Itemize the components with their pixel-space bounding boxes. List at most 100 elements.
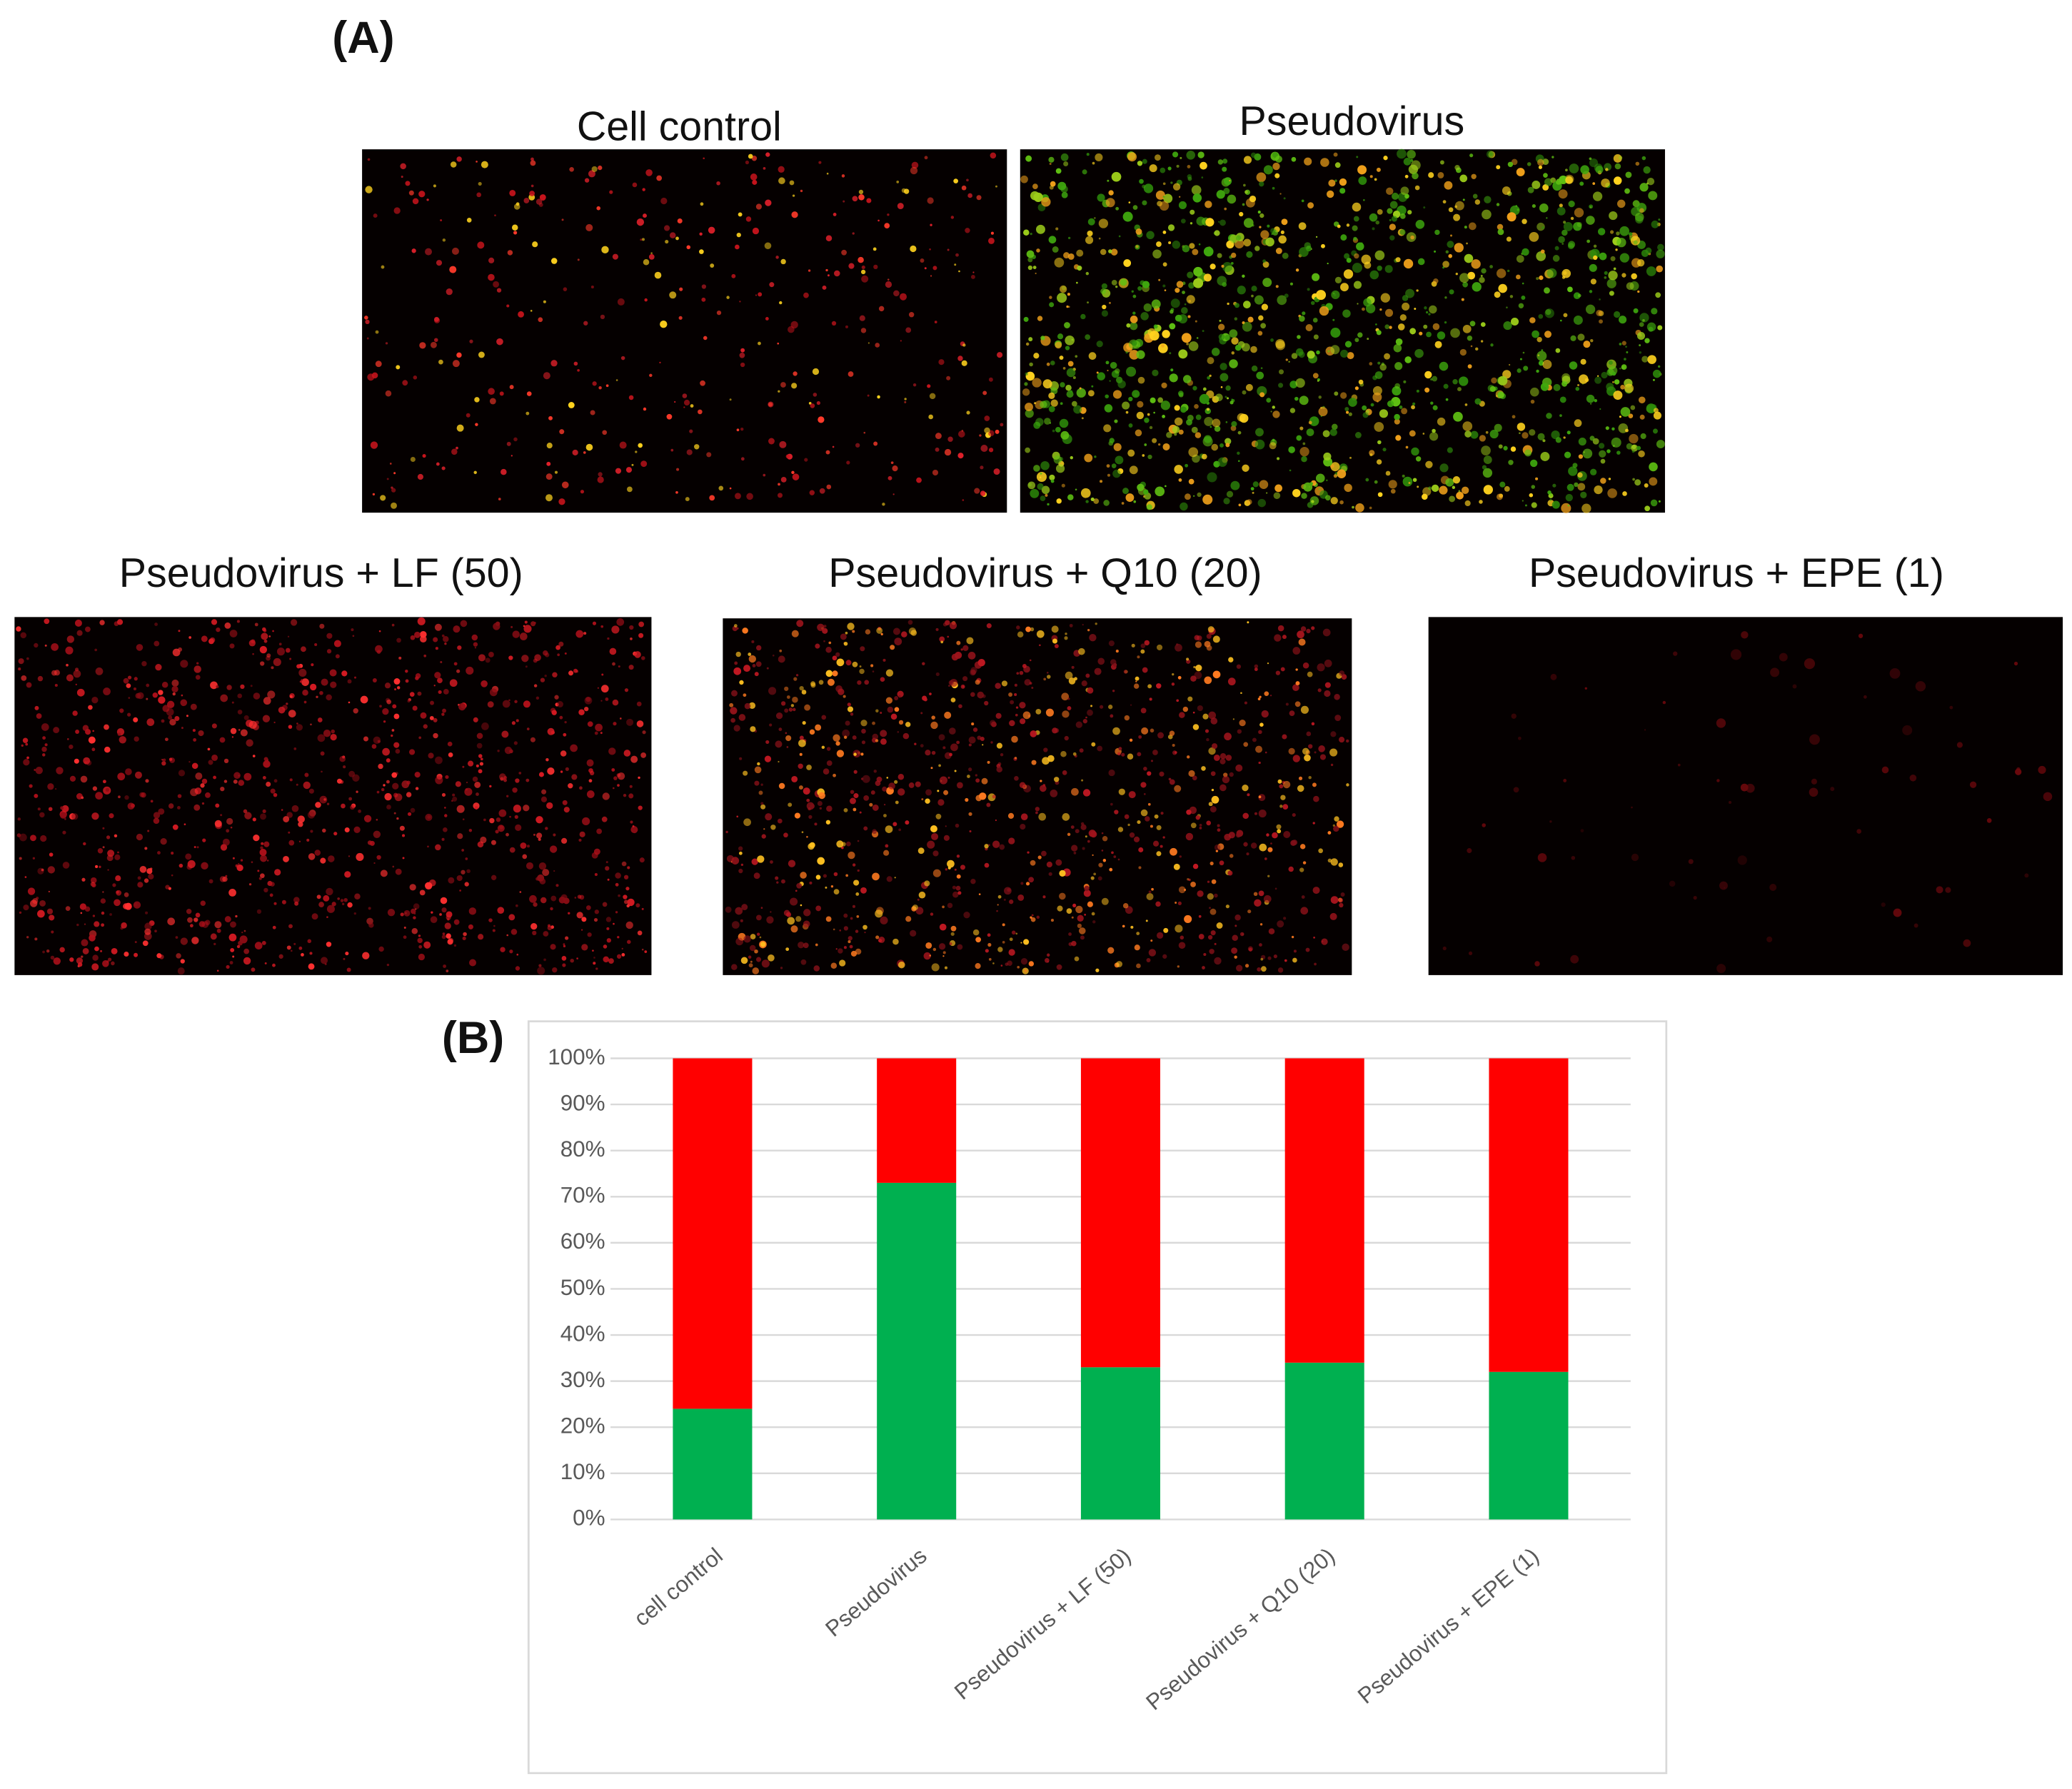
cell-dot bbox=[1079, 748, 1084, 753]
cell-dot bbox=[1217, 159, 1224, 165]
cell-dot bbox=[953, 178, 958, 183]
cell-dot bbox=[1288, 866, 1294, 872]
cell-dot bbox=[1646, 266, 1656, 276]
cell-dot bbox=[1716, 964, 1726, 974]
cell-dot bbox=[351, 628, 354, 632]
cell-dot bbox=[848, 851, 855, 860]
cell-dot bbox=[686, 449, 693, 455]
cell-dot bbox=[1471, 259, 1481, 269]
cell-dot bbox=[1257, 331, 1263, 336]
cell-dot bbox=[1561, 229, 1568, 236]
cell-dot bbox=[248, 883, 252, 886]
cell-dot bbox=[1195, 664, 1202, 672]
cell-dot bbox=[1092, 161, 1095, 165]
cell-dot bbox=[185, 853, 192, 860]
cell-dot bbox=[1580, 165, 1589, 174]
cell-dot bbox=[150, 800, 154, 803]
cell-dot bbox=[116, 890, 122, 896]
cell-dot bbox=[530, 922, 538, 930]
cell-dot bbox=[1339, 902, 1344, 908]
cell-dot bbox=[1362, 405, 1367, 410]
cell-dot bbox=[643, 407, 647, 411]
cell-dot bbox=[178, 863, 183, 868]
cell-dot bbox=[1100, 248, 1107, 256]
cell-dot bbox=[1387, 400, 1394, 408]
cell-dot bbox=[481, 722, 489, 730]
cell-dot bbox=[880, 677, 885, 682]
cell-dot bbox=[859, 315, 865, 321]
cell-dot bbox=[399, 825, 405, 831]
cell-dot bbox=[550, 360, 558, 367]
cell-dot bbox=[393, 812, 396, 815]
cell-dot bbox=[1162, 443, 1170, 450]
cell-dot bbox=[153, 812, 161, 819]
cell-dot bbox=[1741, 631, 1749, 639]
cell-dot bbox=[243, 715, 249, 720]
cell-dot bbox=[434, 672, 441, 679]
cell-dot bbox=[83, 757, 91, 765]
cell-dot bbox=[965, 797, 969, 802]
cell-dot bbox=[1608, 271, 1618, 281]
cell-dot bbox=[925, 789, 932, 796]
cell-dot bbox=[796, 620, 804, 628]
cell-dot bbox=[730, 707, 738, 715]
cell-dot bbox=[1186, 342, 1189, 346]
cell-dot bbox=[1611, 371, 1616, 376]
cell-dot bbox=[1225, 421, 1228, 423]
cell-dot bbox=[785, 947, 790, 952]
cell-dot bbox=[587, 932, 592, 937]
cell-dot bbox=[788, 860, 796, 867]
cell-dot bbox=[979, 792, 987, 800]
cell-dot bbox=[278, 706, 286, 714]
cell-dot bbox=[613, 722, 617, 726]
cell-dot bbox=[764, 242, 772, 250]
cell-dot bbox=[95, 865, 99, 868]
cell-dot bbox=[585, 697, 591, 702]
cell-dot bbox=[853, 807, 857, 812]
cell-dot bbox=[407, 700, 411, 703]
cell-dot bbox=[158, 690, 164, 695]
cell-dot bbox=[316, 894, 321, 899]
cell-dot bbox=[987, 760, 990, 764]
cell-dot bbox=[835, 948, 838, 950]
cell-dot bbox=[1653, 411, 1661, 420]
cell-dot bbox=[92, 914, 96, 917]
cell-dot bbox=[462, 765, 465, 768]
cell-dot bbox=[1432, 405, 1438, 410]
cell-dot bbox=[1067, 494, 1074, 500]
cell-dot bbox=[392, 704, 397, 709]
cell-dot bbox=[995, 819, 997, 822]
cell-dot bbox=[34, 705, 39, 710]
cell-dot bbox=[1394, 362, 1403, 371]
cell-dot bbox=[1471, 173, 1477, 179]
cell-dot bbox=[852, 863, 856, 867]
cell-dot bbox=[1244, 190, 1248, 194]
cell-dot bbox=[590, 285, 594, 289]
cell-dot bbox=[1088, 830, 1097, 837]
cell-dot bbox=[1219, 752, 1227, 760]
cell-dot bbox=[1482, 209, 1492, 220]
cell-dot bbox=[1590, 248, 1600, 259]
cell-dot bbox=[1065, 335, 1075, 346]
cell-dot bbox=[1448, 253, 1452, 258]
cell-dot bbox=[1076, 249, 1084, 257]
cell-dot bbox=[675, 490, 678, 494]
cell-dot bbox=[763, 166, 766, 170]
cell-dot bbox=[1055, 227, 1059, 231]
cell-dot bbox=[441, 907, 447, 913]
cell-dot bbox=[1259, 226, 1262, 228]
cell-dot bbox=[1150, 728, 1155, 733]
cell-dot bbox=[1144, 443, 1147, 446]
cell-dot bbox=[1530, 459, 1538, 468]
cell-dot bbox=[1577, 293, 1581, 298]
cell-dot bbox=[1072, 903, 1077, 907]
cell-dot bbox=[1639, 183, 1649, 192]
cell-dot bbox=[1566, 430, 1571, 435]
cell-dot bbox=[1302, 747, 1309, 755]
cell-dot bbox=[748, 153, 753, 159]
cell-dot bbox=[520, 842, 527, 849]
cell-dot bbox=[1117, 827, 1124, 832]
cell-dot bbox=[1232, 718, 1234, 720]
cell-dot bbox=[1108, 705, 1113, 710]
cell-dot bbox=[1242, 812, 1249, 820]
